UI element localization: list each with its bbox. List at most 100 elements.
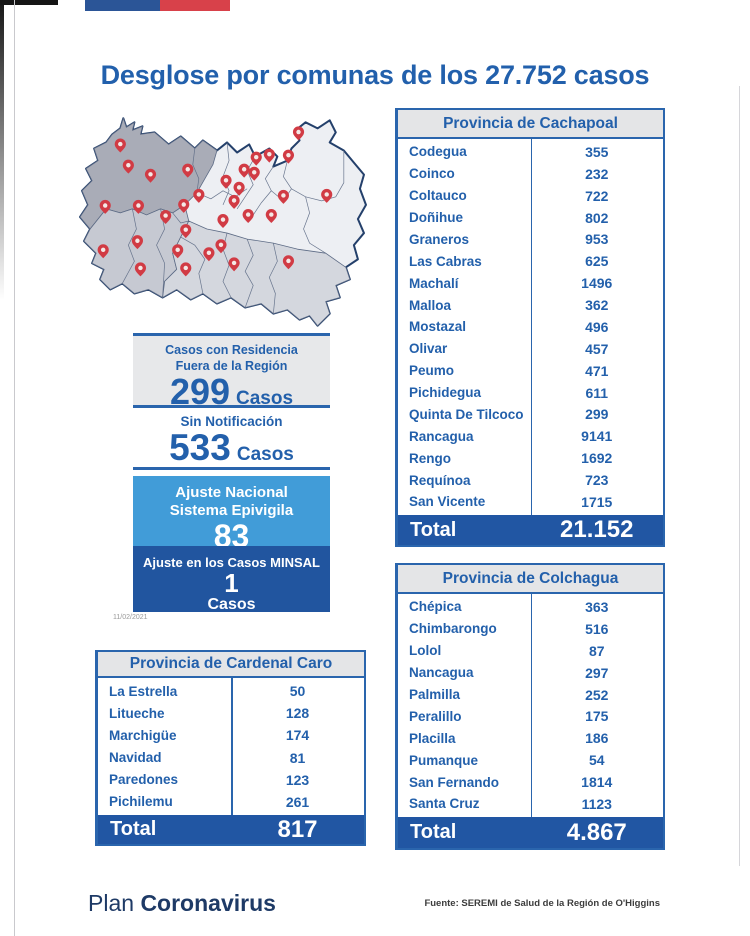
- map-pin-icon: [178, 198, 190, 213]
- comuna-name: Palmilla: [409, 687, 461, 702]
- table-row: Pichidegua 611: [398, 385, 663, 401]
- comuna-value: 516: [585, 620, 609, 637]
- table-row: Las Cabras 625: [398, 253, 663, 269]
- comuna-name: Quinta De Tilcoco: [409, 406, 524, 422]
- region-map: [76, 112, 370, 336]
- comuna-value: 175: [585, 708, 609, 725]
- comuna-value: 261: [285, 793, 310, 810]
- stat-minsal-label: Ajuste en los Casos MINSAL: [143, 555, 320, 570]
- total-label: Total: [110, 818, 157, 840]
- table-row: Navidad 81: [98, 750, 364, 766]
- table-cachapoal-total: Total 21.152: [398, 515, 663, 545]
- comuna-value: 252: [585, 686, 609, 703]
- scan-edge-left-dark: [0, 0, 4, 300]
- map-pin-icon: [114, 138, 126, 153]
- comuna-name: Malloa: [409, 297, 452, 313]
- map-pin-icon: [193, 188, 205, 203]
- stat-residencia-value: 299: [169, 371, 231, 413]
- comuna-value: 81: [289, 749, 306, 766]
- stat-ajuste-epivigila: Ajuste Nacional Sistema Epivigila 83: [133, 476, 330, 552]
- comuna-value: 362: [585, 297, 609, 314]
- table-row: Nancagua 297: [398, 665, 663, 681]
- comuna-name: Lolol: [409, 643, 442, 659]
- column-divider: [530, 594, 532, 817]
- flag-blue-segment: [85, 0, 160, 11]
- map-pin-icon: [242, 208, 254, 223]
- comuna-value: 186: [585, 730, 609, 747]
- map-pin-icon: [132, 199, 145, 214]
- stat-minsal-value: 1: [224, 568, 239, 598]
- table-row: Peumo 471: [398, 363, 663, 379]
- table-cardenal-caro: Provincia de Cardenal Caro La Estrella 5…: [95, 650, 366, 846]
- map-pin-icon: [203, 247, 215, 262]
- comuna-value: 297: [585, 664, 609, 681]
- source-text: Fuente: SEREMI de Salud de la Región de …: [424, 898, 660, 909]
- page-title: Desglose por comunas de los 27.752 casos: [100, 60, 650, 90]
- table-row: Graneros 953: [398, 231, 663, 247]
- comuna-name: Pumanque: [409, 752, 479, 768]
- map-pin-icon: [97, 244, 109, 259]
- chile-flag-bar: [85, 0, 230, 11]
- map-pin-icon: [215, 239, 227, 254]
- scan-edge-top-dark: [0, 0, 58, 5]
- total-value: 21.152: [560, 516, 634, 543]
- comuna-name: Chépica: [409, 599, 462, 615]
- comuna-value: 1496: [581, 275, 613, 292]
- comuna-value: 1814: [581, 774, 613, 791]
- map-pin-icon: [282, 149, 295, 164]
- map-pin-icon: [99, 199, 111, 214]
- comuna-value: 1692: [581, 450, 613, 467]
- map-pin-icon: [238, 163, 250, 178]
- table-row: Pumanque 54: [398, 752, 663, 768]
- table-row: Rancagua 9141: [398, 428, 663, 444]
- table-row: Olivar 457: [398, 341, 663, 357]
- stat-minsal-unit: Casos: [207, 596, 256, 614]
- comuna-value: 299: [585, 406, 609, 423]
- comuna-name: Machalí: [409, 275, 459, 291]
- comuna-name: Requínoa: [409, 472, 471, 488]
- table-row: Codegua 355: [398, 144, 663, 160]
- comuna-value: 625: [585, 253, 609, 270]
- comuna-value: 174: [285, 727, 310, 744]
- comuna-value: 496: [585, 318, 609, 335]
- flag-red-segment: [160, 0, 230, 11]
- map-pin-icon: [228, 194, 240, 209]
- total-label: Total: [410, 821, 457, 843]
- comuna-name: Peumo: [409, 363, 455, 379]
- table-row: San Fernando 1814: [398, 774, 663, 790]
- table-colchagua-title: Provincia de Colchagua: [398, 565, 663, 594]
- comuna-value: 363: [585, 598, 609, 615]
- comuna-name: Navidad: [109, 750, 162, 766]
- comuna-name: Peralillo: [409, 708, 462, 724]
- table-row: Peralillo 175: [398, 708, 663, 724]
- column-divider: [530, 139, 532, 515]
- comuna-name: Pichilemu: [109, 794, 173, 810]
- comuna-value: 87: [588, 642, 605, 659]
- comuna-name: Rengo: [409, 450, 451, 466]
- stat-sin-notificacion-value: 533: [169, 427, 231, 468]
- map-pin-icon: [248, 166, 260, 181]
- table-row: Lolol 87: [398, 643, 663, 659]
- table-row: Coinco 232: [398, 166, 663, 182]
- map-pin-icon: [134, 262, 147, 277]
- table-cardenal-caro-rows: La Estrella 50 Litueche 128 Marchigüe 17…: [98, 678, 364, 815]
- stat-residencia-unit: Casos: [236, 388, 294, 410]
- table-row: Doñihue 802: [398, 210, 663, 226]
- table-row: Coltauco 722: [398, 188, 663, 204]
- table-row: Pichilemu 261: [98, 794, 364, 810]
- comuna-name: Mostazal: [409, 319, 467, 335]
- scan-line-right: [739, 86, 740, 866]
- comuna-name: Santa Cruz: [409, 796, 480, 812]
- comuna-name: Doñihue: [409, 210, 463, 226]
- region-map-svg: [79, 117, 367, 327]
- comuna-value: 54: [588, 752, 605, 769]
- map-pin-icon: [250, 151, 262, 166]
- stat-residencia-fuera: Casos con Residencia Fuera de la Región …: [133, 333, 330, 413]
- comuna-value: 802: [585, 209, 609, 226]
- map-pin-icon: [321, 188, 333, 203]
- comuna-value: 471: [585, 362, 609, 379]
- comuna-name: Chimbarongo: [409, 621, 497, 637]
- stat-sin-notificacion-unit: Casos: [236, 444, 294, 465]
- table-row: Chépica 363: [398, 599, 663, 615]
- comuna-value: 457: [585, 340, 609, 357]
